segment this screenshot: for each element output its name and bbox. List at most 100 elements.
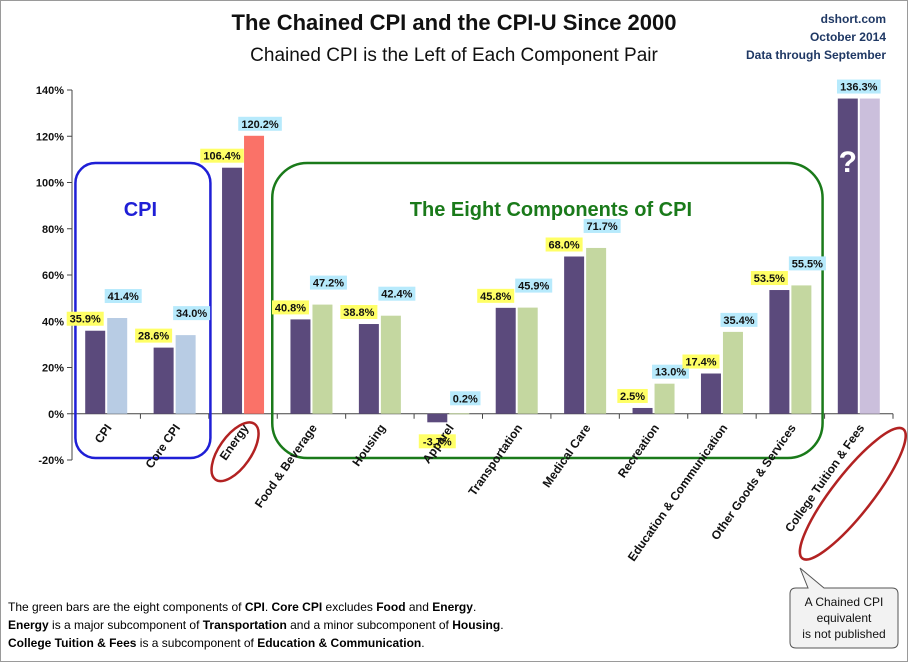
- y-tick-label: 140%: [36, 85, 64, 97]
- footnote: The green bars are the eight components …: [8, 598, 504, 652]
- footnote-segment: .: [264, 600, 272, 614]
- y-tick-label: 80%: [42, 224, 64, 236]
- category-label: Transportation: [466, 421, 526, 498]
- value-label-chained-bg: [545, 237, 583, 252]
- bar-cpiu-8: [654, 383, 675, 414]
- footnote-line-2: Energy is a major subcomponent of Transp…: [8, 616, 504, 634]
- footnote-segment: CPI: [244, 600, 265, 614]
- value-label-chained-bg: [418, 434, 456, 449]
- footnote-line-3: College Tuition & Fees is a subcomponent…: [8, 634, 504, 652]
- bar-cpiu-6: [517, 307, 538, 414]
- footnote-segment: is a subcomponent of: [136, 636, 258, 650]
- y-tick-label: -20%: [38, 455, 64, 467]
- source-block: dshort.com October 2014 Data through Sep…: [746, 10, 886, 64]
- value-label-cpiu-bg: [104, 289, 142, 304]
- bar-chained-placeholder: [837, 98, 858, 414]
- value-label-chained-bg: [200, 148, 244, 163]
- footnote-segment: .: [500, 618, 504, 632]
- value-label-chained: 106.4%: [203, 151, 241, 163]
- value-label-chained: 40.8%: [275, 302, 306, 314]
- footnote-segment: excludes: [322, 600, 377, 614]
- bar-cpiu-2: [244, 135, 265, 414]
- value-label-chained: -3.7%: [423, 436, 452, 448]
- footnote-segment: .: [472, 600, 477, 614]
- bar-chained-4: [358, 324, 379, 414]
- bar-cpiu-4: [380, 315, 401, 414]
- value-label-chained: 17.4%: [685, 357, 716, 369]
- bar-cpiu-10: [791, 285, 812, 414]
- footnote-segment: and: [405, 600, 433, 614]
- footnote-segment: College Tuition & Fees: [8, 636, 137, 650]
- footnote-segment: Housing: [452, 618, 501, 632]
- callout-text: equivalent: [817, 611, 872, 625]
- bar-cpiu-11: [859, 98, 880, 414]
- components-box-label: The Eight Components of CPI: [410, 199, 692, 221]
- value-label-cpiu: 35.4%: [723, 315, 754, 327]
- value-label-cpiu-bg: [450, 391, 481, 406]
- bar-cpiu-5: [449, 413, 470, 415]
- bar-chained-7: [564, 256, 585, 414]
- footnote-segment: Food: [376, 600, 406, 614]
- footnote-segment: Education & Communication: [257, 636, 422, 650]
- category-label: Core CPI: [143, 421, 184, 471]
- value-label-chained: 38.8%: [343, 307, 374, 319]
- value-label-cpiu: 136.3%: [840, 82, 878, 94]
- bar-cpiu-0: [107, 318, 128, 414]
- footnote-segment: Core CPI: [271, 600, 323, 614]
- y-tick-label: 120%: [36, 131, 64, 143]
- y-tick-label: 0%: [48, 409, 64, 421]
- category-label: CPI: [92, 421, 115, 445]
- bar-cpiu-3: [312, 304, 333, 414]
- value-label-cpiu-bg: [378, 286, 416, 301]
- value-label-chained-bg: [477, 288, 515, 303]
- value-label-cpiu: 34.0%: [176, 308, 207, 320]
- callout-text: is not published: [802, 627, 885, 641]
- value-label-cpiu: 71.7%: [587, 221, 618, 233]
- footnote-segment: Energy: [432, 600, 473, 614]
- footnote-segment: and a minor subcomponent of: [286, 618, 453, 632]
- value-label-chained-bg: [271, 300, 309, 315]
- value-label-chained-bg: [750, 271, 788, 286]
- bar-chained-6: [495, 307, 516, 414]
- value-label-chained-bg: [135, 328, 173, 343]
- source-date: October 2014: [809, 30, 886, 44]
- footnote-segment: .: [421, 636, 425, 650]
- value-label-cpiu: 47.2%: [313, 278, 344, 290]
- category-label: Food & Beverage: [252, 421, 320, 510]
- y-tick-label: 20%: [42, 363, 64, 375]
- value-label-cpiu-bg: [515, 278, 553, 293]
- category-label: College Tuition & Fees: [782, 421, 867, 535]
- value-label-chained: 45.8%: [480, 291, 511, 303]
- value-label-cpiu-bg: [309, 275, 347, 290]
- value-label-cpiu-bg: [652, 364, 690, 379]
- value-label-chained-bg: [340, 305, 378, 320]
- source-site: dshort.com: [820, 12, 886, 26]
- bar-cpiu-1: [175, 335, 196, 414]
- bar-chained-3: [290, 319, 311, 414]
- y-tick-label: 100%: [36, 178, 64, 190]
- bar-chained-10: [769, 290, 790, 414]
- value-label-chained-bg: [617, 388, 648, 403]
- footnote-segment: is a major subcomponent of: [48, 618, 203, 632]
- value-label-cpiu-bg: [173, 306, 211, 321]
- y-tick-label: 40%: [42, 316, 64, 328]
- tuition-circle: [798, 426, 907, 561]
- source-data-through: Data through September: [745, 48, 886, 62]
- cpi-group-box: [74, 161, 212, 460]
- value-label-cpiu: 120.2%: [241, 119, 279, 131]
- value-label-cpiu: 0.2%: [453, 393, 478, 405]
- question-mark: ?: [839, 146, 857, 179]
- bar-chained-1: [153, 347, 174, 414]
- value-label-cpiu-bg: [583, 218, 621, 233]
- value-label-cpiu-bg: [238, 116, 282, 131]
- bar-chained-0: [85, 330, 106, 414]
- category-label: Medical Care: [540, 421, 594, 490]
- value-label-chained: 28.6%: [138, 331, 169, 343]
- category-label: Recreation: [615, 421, 662, 480]
- value-label-chained-bg: [682, 354, 720, 369]
- bar-chained-2: [222, 167, 243, 414]
- bar-chained-8: [632, 407, 653, 414]
- value-label-chained: 53.5%: [754, 273, 785, 285]
- value-label-cpiu-bg: [720, 312, 758, 327]
